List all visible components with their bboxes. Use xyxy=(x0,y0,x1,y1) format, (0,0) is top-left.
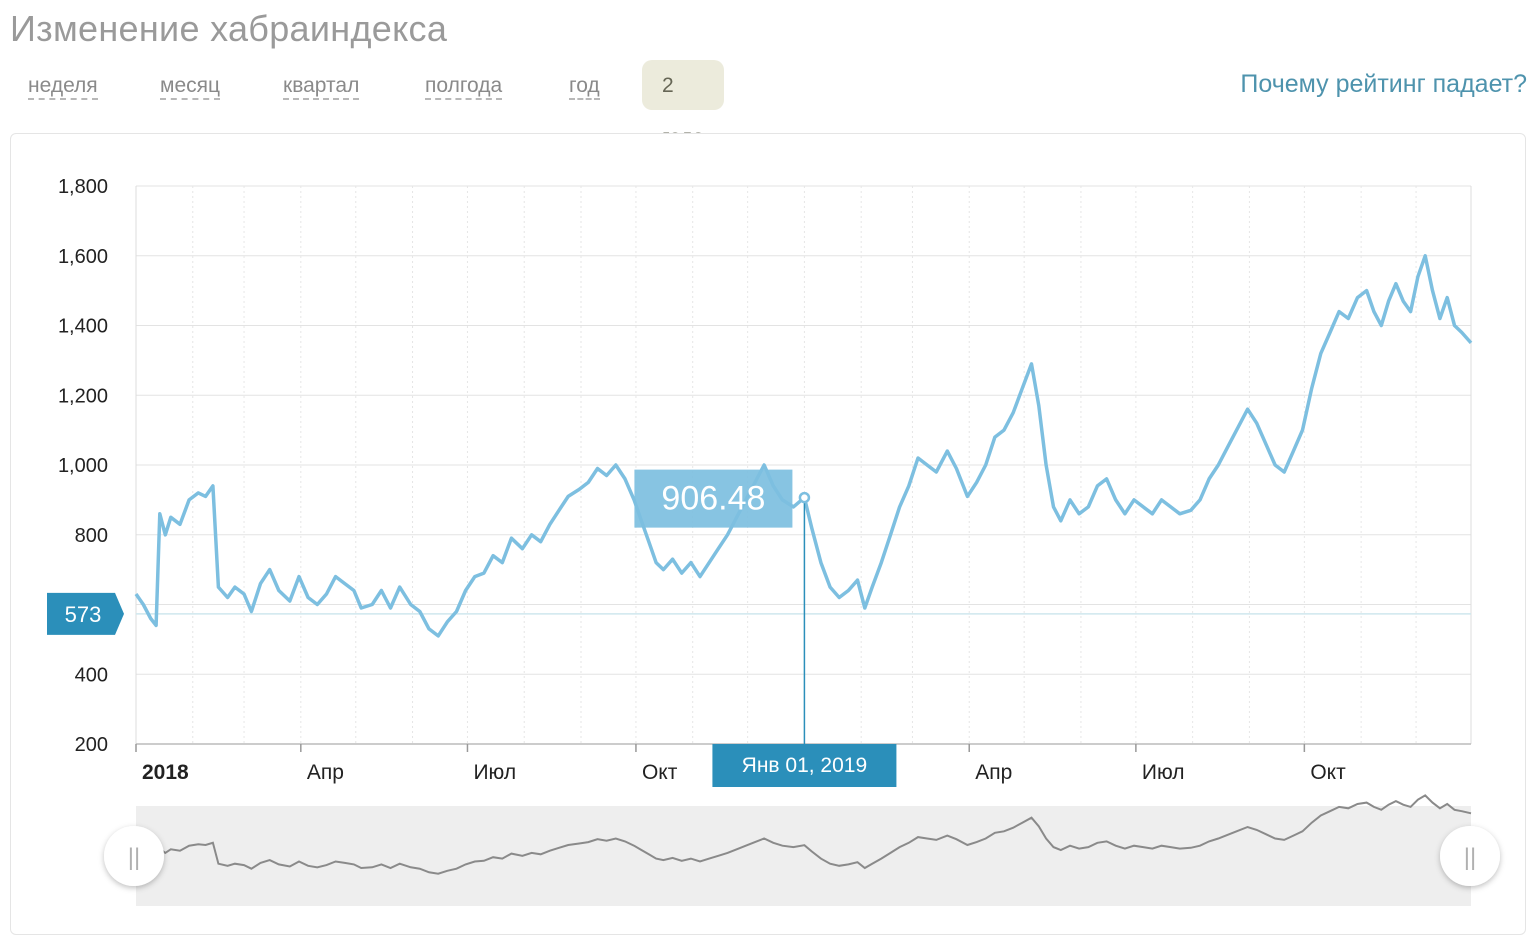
x-tick-label: Июл xyxy=(473,761,516,784)
reference-value: 573 xyxy=(65,602,102,627)
left-handle-grip: || xyxy=(128,844,140,871)
x-tick-label: Окт xyxy=(1310,761,1346,784)
period-month-label: месяц xyxy=(160,74,221,100)
tooltip-value: 906.48 xyxy=(661,480,765,518)
period-year-button[interactable]: год xyxy=(569,60,600,110)
y-tick-label: 1,400 xyxy=(58,316,108,338)
period-week-button[interactable]: неделя xyxy=(28,60,98,110)
x-axis-ticks: 2018 Апр Июл Окт Апр Июл Окт xyxy=(135,744,1346,784)
why-rating-drops-link[interactable]: Почему рейтинг падает? xyxy=(1240,70,1527,98)
navigator-right-handle[interactable]: || xyxy=(1440,826,1500,886)
hover-point xyxy=(798,491,811,504)
range-navigator[interactable]: || || xyxy=(104,794,1500,906)
y-axis-ticks: 1,800 1,600 1,400 1,200 1,000 800 400 200 xyxy=(58,176,108,756)
navigator-background xyxy=(136,806,1471,906)
period-month-button[interactable]: месяц xyxy=(160,60,221,110)
x-tick-label: Июл xyxy=(1142,761,1185,784)
page-title: Изменение хабраиндекса xyxy=(10,8,448,49)
period-week-label: неделя xyxy=(28,74,98,100)
right-handle-grip: || xyxy=(1464,844,1476,871)
period-year-label: год xyxy=(569,74,600,100)
navigator-series xyxy=(135,794,1472,875)
y-tick-label: 800 xyxy=(75,525,108,547)
x-tick-label: 2018 xyxy=(142,761,189,784)
y-tick-label: 200 xyxy=(75,734,108,756)
period-quarter-label: квартал xyxy=(283,74,360,100)
tooltip-date: Янв 01, 2019 xyxy=(742,754,868,777)
y-tick-label: 1,600 xyxy=(58,246,108,268)
series-line[interactable] xyxy=(134,254,1473,638)
period-halfyear-label: полгода xyxy=(425,74,503,100)
y-tick-label: 1,800 xyxy=(58,176,108,198)
y-tick-label: 400 xyxy=(75,664,108,686)
x-tick-label: Окт xyxy=(642,761,678,784)
chart-grid xyxy=(135,185,1472,745)
x-tick-label: Апр xyxy=(307,761,344,784)
chart-panel xyxy=(10,133,1526,935)
y-tick-label: 1,200 xyxy=(58,385,108,407)
reference-label: 573 xyxy=(47,592,124,635)
tooltip-date-box: Янв 01, 2019 xyxy=(712,744,897,787)
tooltip-value-box: 906.48 xyxy=(634,469,793,528)
y-tick-label: 1,000 xyxy=(58,455,108,477)
x-tick-label: Апр xyxy=(975,761,1012,784)
period-halfyear-button[interactable]: полгода xyxy=(425,60,503,110)
period-quarter-button[interactable]: квартал xyxy=(283,60,360,110)
navigator-left-handle[interactable]: || xyxy=(104,826,164,886)
